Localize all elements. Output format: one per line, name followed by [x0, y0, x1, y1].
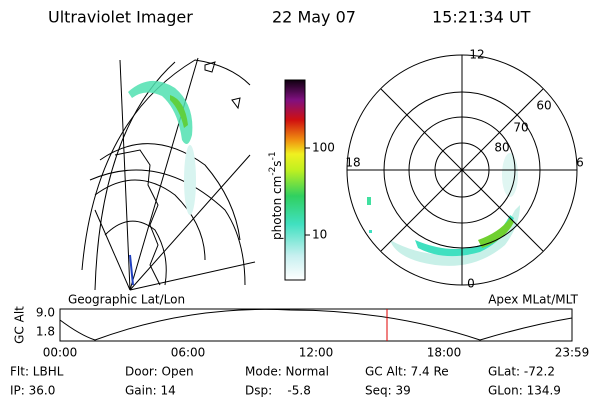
time-label: 18:00 [427, 346, 462, 360]
mlt-label: 18 [345, 156, 360, 170]
time-label: 23:59 [555, 346, 590, 360]
status-field: IP: 36.0 [10, 384, 55, 398]
lat-label: 60 [536, 99, 551, 113]
unit-exp: -2 [268, 167, 278, 176]
altitude-curve [59, 308, 573, 341]
altitude-frame [59, 308, 573, 342]
lat-label: 80 [494, 141, 509, 155]
colorbar-unit: photon cm-2s-1 [268, 151, 284, 240]
time: 15:21:34 UT [432, 8, 531, 27]
mlt-label: 0 [467, 277, 475, 291]
colorbar-tick-label: 10 [312, 228, 327, 242]
status-field: Seq: 39 [365, 384, 411, 398]
unit-exp: -1 [268, 151, 278, 160]
status-field: Gain: 14 [125, 384, 176, 398]
alt-label: 1.8 [36, 325, 55, 339]
time-label: 00:00 [43, 346, 78, 360]
alt-axis-label: GC Alt [13, 306, 27, 344]
polar-map [346, 54, 578, 286]
color-bar [284, 79, 306, 281]
instrument: Ultraviolet Imager [48, 8, 193, 27]
status-field: Flt: LBHL [10, 365, 64, 379]
date: 22 May 07 [272, 8, 356, 27]
time-label: 12:00 [299, 346, 334, 360]
status-field: Door: Open [125, 365, 194, 379]
lat-label: 70 [513, 121, 528, 135]
unit-part: s [270, 160, 284, 166]
status-field: GLat: -72.2 [488, 365, 555, 379]
left-caption: Geographic Lat/Lon [68, 293, 185, 307]
right-caption: Apex MLat/MLT [488, 293, 578, 307]
geographic-map [81, 57, 256, 291]
mlt-label: 6 [576, 156, 584, 170]
status-field: Dsp: -5.8 [245, 384, 311, 398]
mlt-label: 12 [469, 48, 484, 62]
time-label: 06:00 [171, 346, 206, 360]
unit-part: photon cm [270, 176, 284, 240]
status-field: GC Alt: 7.4 Re [365, 365, 449, 379]
colorbar-tick-label: 100 [312, 141, 335, 155]
status-field: Mode: Normal [245, 365, 329, 379]
alt-label: 9.0 [36, 306, 55, 320]
status-field: GLon: 134.9 [488, 384, 561, 398]
